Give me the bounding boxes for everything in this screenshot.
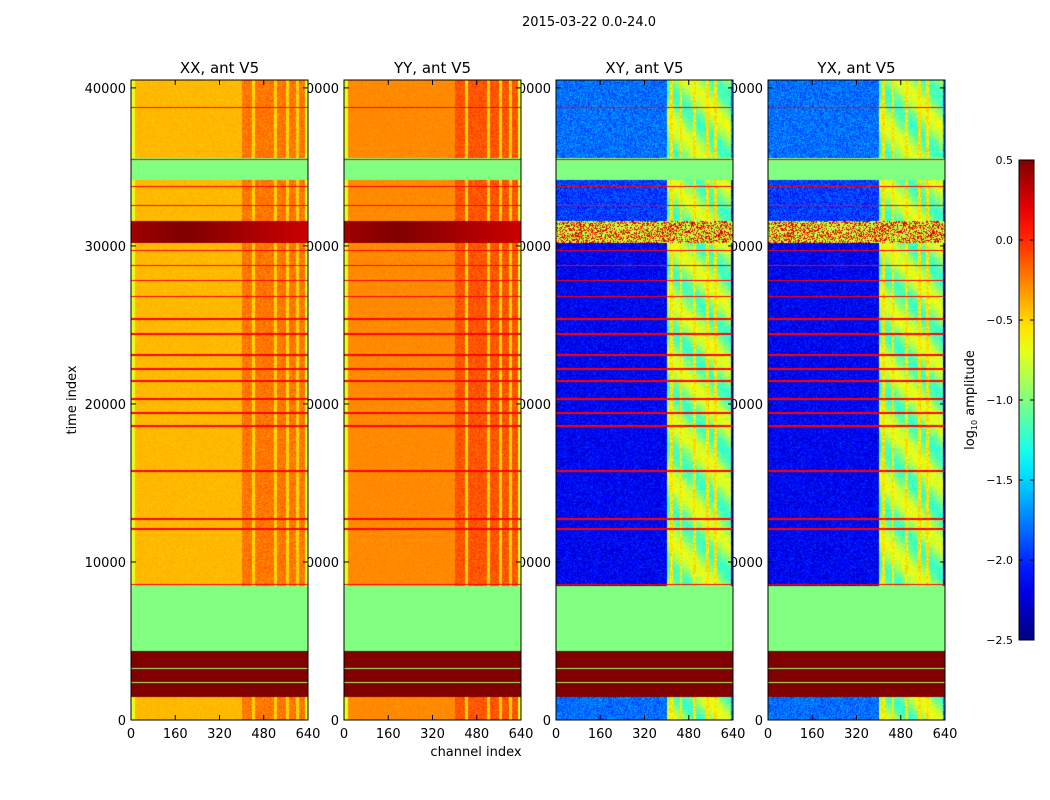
- y-axis-label: time index: [65, 365, 80, 434]
- x-tick-label: 0: [552, 727, 560, 742]
- colorbar-tick-label: −2.0: [986, 554, 1013, 567]
- heatmap-image: [344, 80, 521, 720]
- y-tick-label: 40000: [85, 82, 126, 97]
- panel-2: YY, ant V5 0 160 320 480 640: [340, 59, 534, 742]
- x-tick-label: 0: [127, 727, 135, 742]
- y-tick-label: 0: [118, 714, 126, 729]
- x-tick-label: 320: [632, 727, 657, 742]
- y-tick-label: 20000: [85, 398, 126, 413]
- x-tick-label: 640: [296, 727, 321, 742]
- x-tick-label: 320: [207, 727, 232, 742]
- colorbar-tick-label: −1.0: [986, 394, 1013, 407]
- panel-title: YX, ant V5: [816, 59, 895, 77]
- x-tick-label: 0: [340, 727, 348, 742]
- x-tick-label: 160: [376, 727, 401, 742]
- panel-3: XY, ant V5 0 160 320 480 640: [552, 59, 746, 742]
- x-tick-label: 480: [464, 727, 489, 742]
- y-tick-label: 0: [755, 714, 763, 729]
- colorbar-tick-label: 0.5: [996, 154, 1014, 167]
- x-axis-label: channel index: [430, 745, 521, 760]
- x-tick-label: 640: [509, 727, 534, 742]
- x-tick-label: 480: [251, 727, 276, 742]
- panel-title: YY, ant V5: [393, 59, 471, 77]
- panel-title: XY, ant V5: [605, 59, 683, 77]
- x-tick-label: 640: [933, 727, 958, 742]
- x-tick-label: 640: [721, 727, 746, 742]
- colorbar-label-main: log: [963, 430, 978, 450]
- x-tick-label: 480: [676, 727, 701, 742]
- y-tick-label: 30000: [85, 240, 126, 255]
- heatmap-image: [768, 80, 945, 720]
- colorbar-label-sub: 10: [970, 420, 979, 430]
- colorbar-tick-label: −1.5: [986, 474, 1013, 487]
- colorbar: 0.5 0.0 −0.5 −1.0 −1.5 −2.0 −2.5 log10 amplitud…: [963, 154, 1035, 647]
- colorbar-label-rest: amplitude: [963, 350, 978, 420]
- colorbar-tick-label: −2.5: [986, 634, 1013, 647]
- panel-title: XX, ant V5: [180, 59, 259, 77]
- colorbar-label: log10 amplitude: [963, 350, 979, 450]
- colorbar-tick-label: −0.5: [986, 314, 1013, 327]
- x-tick-label: 0: [764, 727, 772, 742]
- colorbar-tick-label: 0.0: [996, 234, 1014, 247]
- panel-1: XX, ant V5 0 160 320 480 640: [127, 59, 321, 742]
- panel-4: YX, ant V5 0 160 320 480 640: [764, 59, 958, 742]
- x-tick-label: 480: [888, 727, 913, 742]
- y-tick-label: 10000: [85, 556, 126, 571]
- x-tick-label: 160: [800, 727, 825, 742]
- x-tick-label: 160: [163, 727, 188, 742]
- y-tick-label: 0: [543, 714, 551, 729]
- y-tick-label: 0: [331, 714, 339, 729]
- heatmap-image: [556, 80, 733, 720]
- x-tick-label: 320: [844, 727, 869, 742]
- x-tick-label: 320: [420, 727, 445, 742]
- figure-title: 2015-03-22 0.0-24.0: [522, 15, 656, 30]
- x-tick-label: 160: [588, 727, 613, 742]
- heatmap-image: [131, 80, 308, 720]
